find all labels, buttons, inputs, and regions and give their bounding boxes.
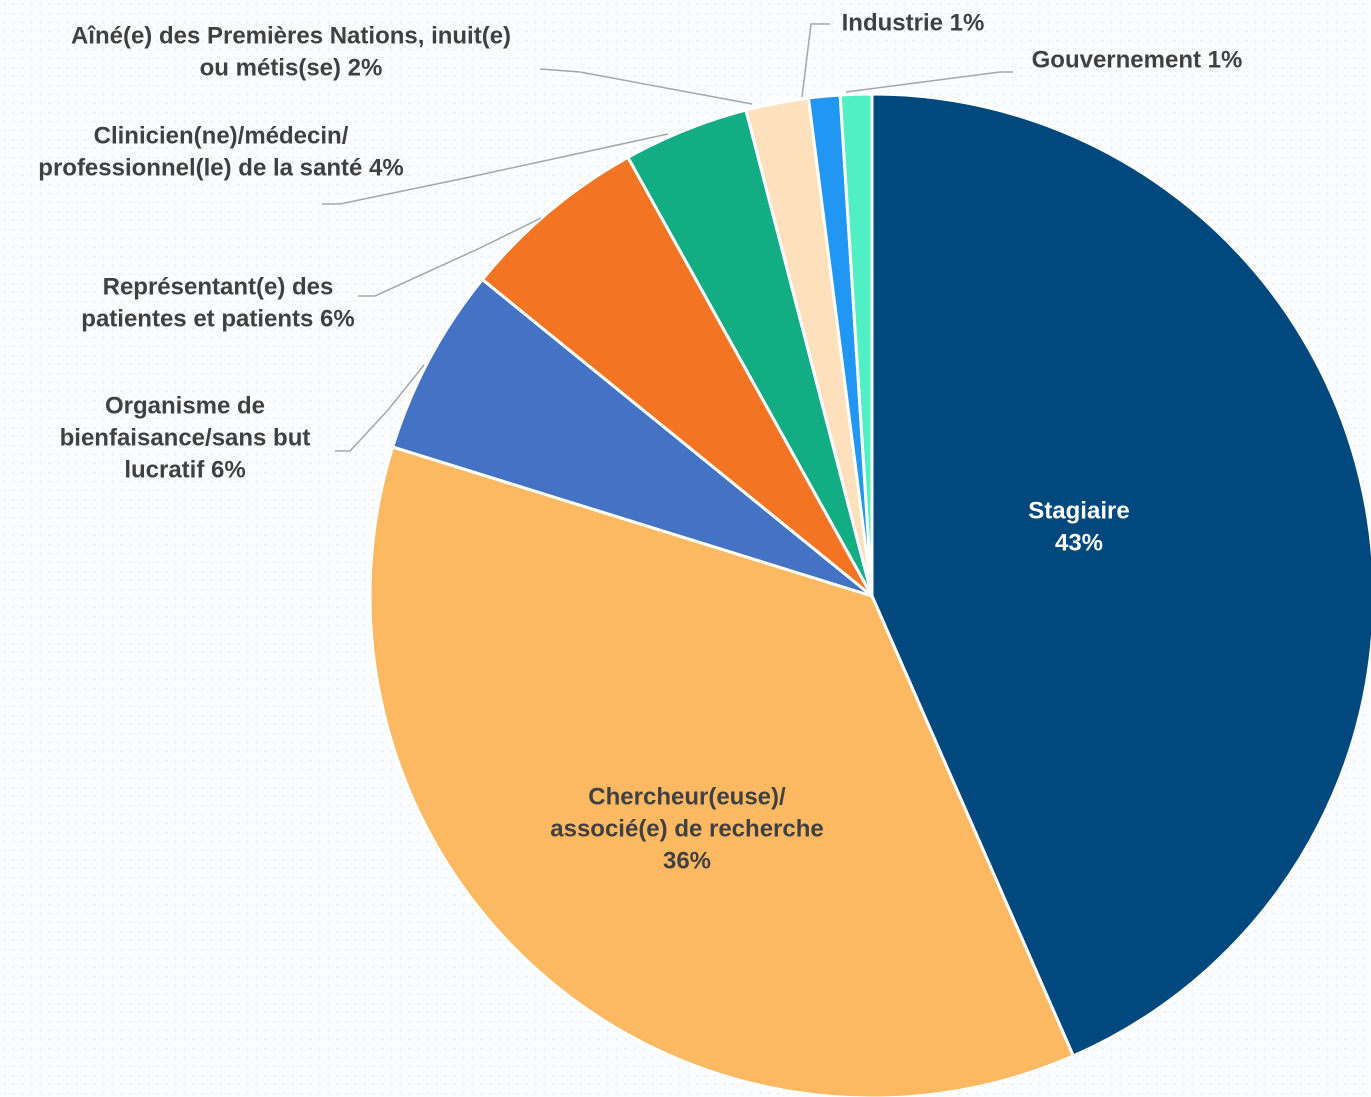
leader-line-gouvernement [845,71,1013,93]
slice-label-organisme-de-bienfaisance-sans-but-lucratif: Organisme de bienfaisance/sans but lucrati… [60,392,311,483]
slice-label-line: 36% [663,847,711,874]
pie-slice-stagiaire [870,92,1371,1058]
slice-label-line: Industrie 1% [842,9,985,36]
leader-line-representant-e-des-patientes-et-patients [358,217,542,297]
pie-slice-gouvernement [838,92,874,598]
pie-slice-representant-e-des-patientes-et-patients [480,155,874,598]
slice-label-stagiaire: Stagiaire 43% [1028,497,1129,556]
pie-slices [368,92,1371,1097]
slice-label-line: Aîné(e) des Premières Nations, inuit(e) [71,22,511,49]
slice-label-line: Organisme de [105,392,265,419]
leader-line-industrie [801,23,830,98]
slice-label-line: bienfaisance/sans but [60,424,311,451]
slice-label-aine-e-des-premieres-nations-inuit-e-ou-metis-se: Aîné(e) des Premières Nations, inuit(e) o… [71,22,511,81]
slice-label-line: lucratif 6% [124,456,245,483]
slice-label-line: associé(e) de recherche [550,815,823,842]
leader-line-aine-e-des-premieres-nations-inuit-e-ou-metis-se [539,68,753,105]
pie-slice-organisme-de-bienfaisance-sans-but-lucratif [391,277,874,598]
slice-label-gouvernement: Gouvernement 1% [1032,46,1243,73]
slice-label-line: patientes et patients 6% [81,305,354,332]
leader-line-organisme-de-bienfaisance-sans-but-lucratif [335,364,425,452]
pie-slice-chercheur-euse-associe-e-de-recherche [368,445,1075,1097]
slice-label-line: Clinicien(ne)/médecin/ [94,122,349,149]
slice-label-line: professionnel(le) de la santé 4% [38,154,403,181]
slice-label-chercheur-euse-associe-e-de-recherche: Chercheur(euse)/ associé(e) de recherche 3… [550,783,823,874]
slice-label-industrie: Industrie 1% [842,9,985,36]
slice-labels: Stagiaire 43% Chercheur(euse)/ associé(e) d… [38,9,1242,874]
slice-label-line: Chercheur(euse)/ [588,783,786,810]
leader-line-clinicien-ne-medecin-professionnel-le-de-la-sante [322,133,669,205]
slice-label-clinicien-ne-medecin-professionnel-le-de-la-sante: Clinicien(ne)/médecin/professionnel(le) … [38,122,403,181]
slice-label-line: ou métis(se) 2% [200,54,383,81]
slice-label-line: Représentant(e) des [103,273,334,300]
slice-label-line: Gouvernement 1% [1032,46,1243,73]
leader-lines [322,23,1013,452]
slice-label-line: Stagiaire [1028,497,1129,524]
slice-label-line: 43% [1055,529,1103,556]
slice-label-representant-e-des-patientes-et-patients: Représentant(e) des patientes et patients… [81,273,354,332]
